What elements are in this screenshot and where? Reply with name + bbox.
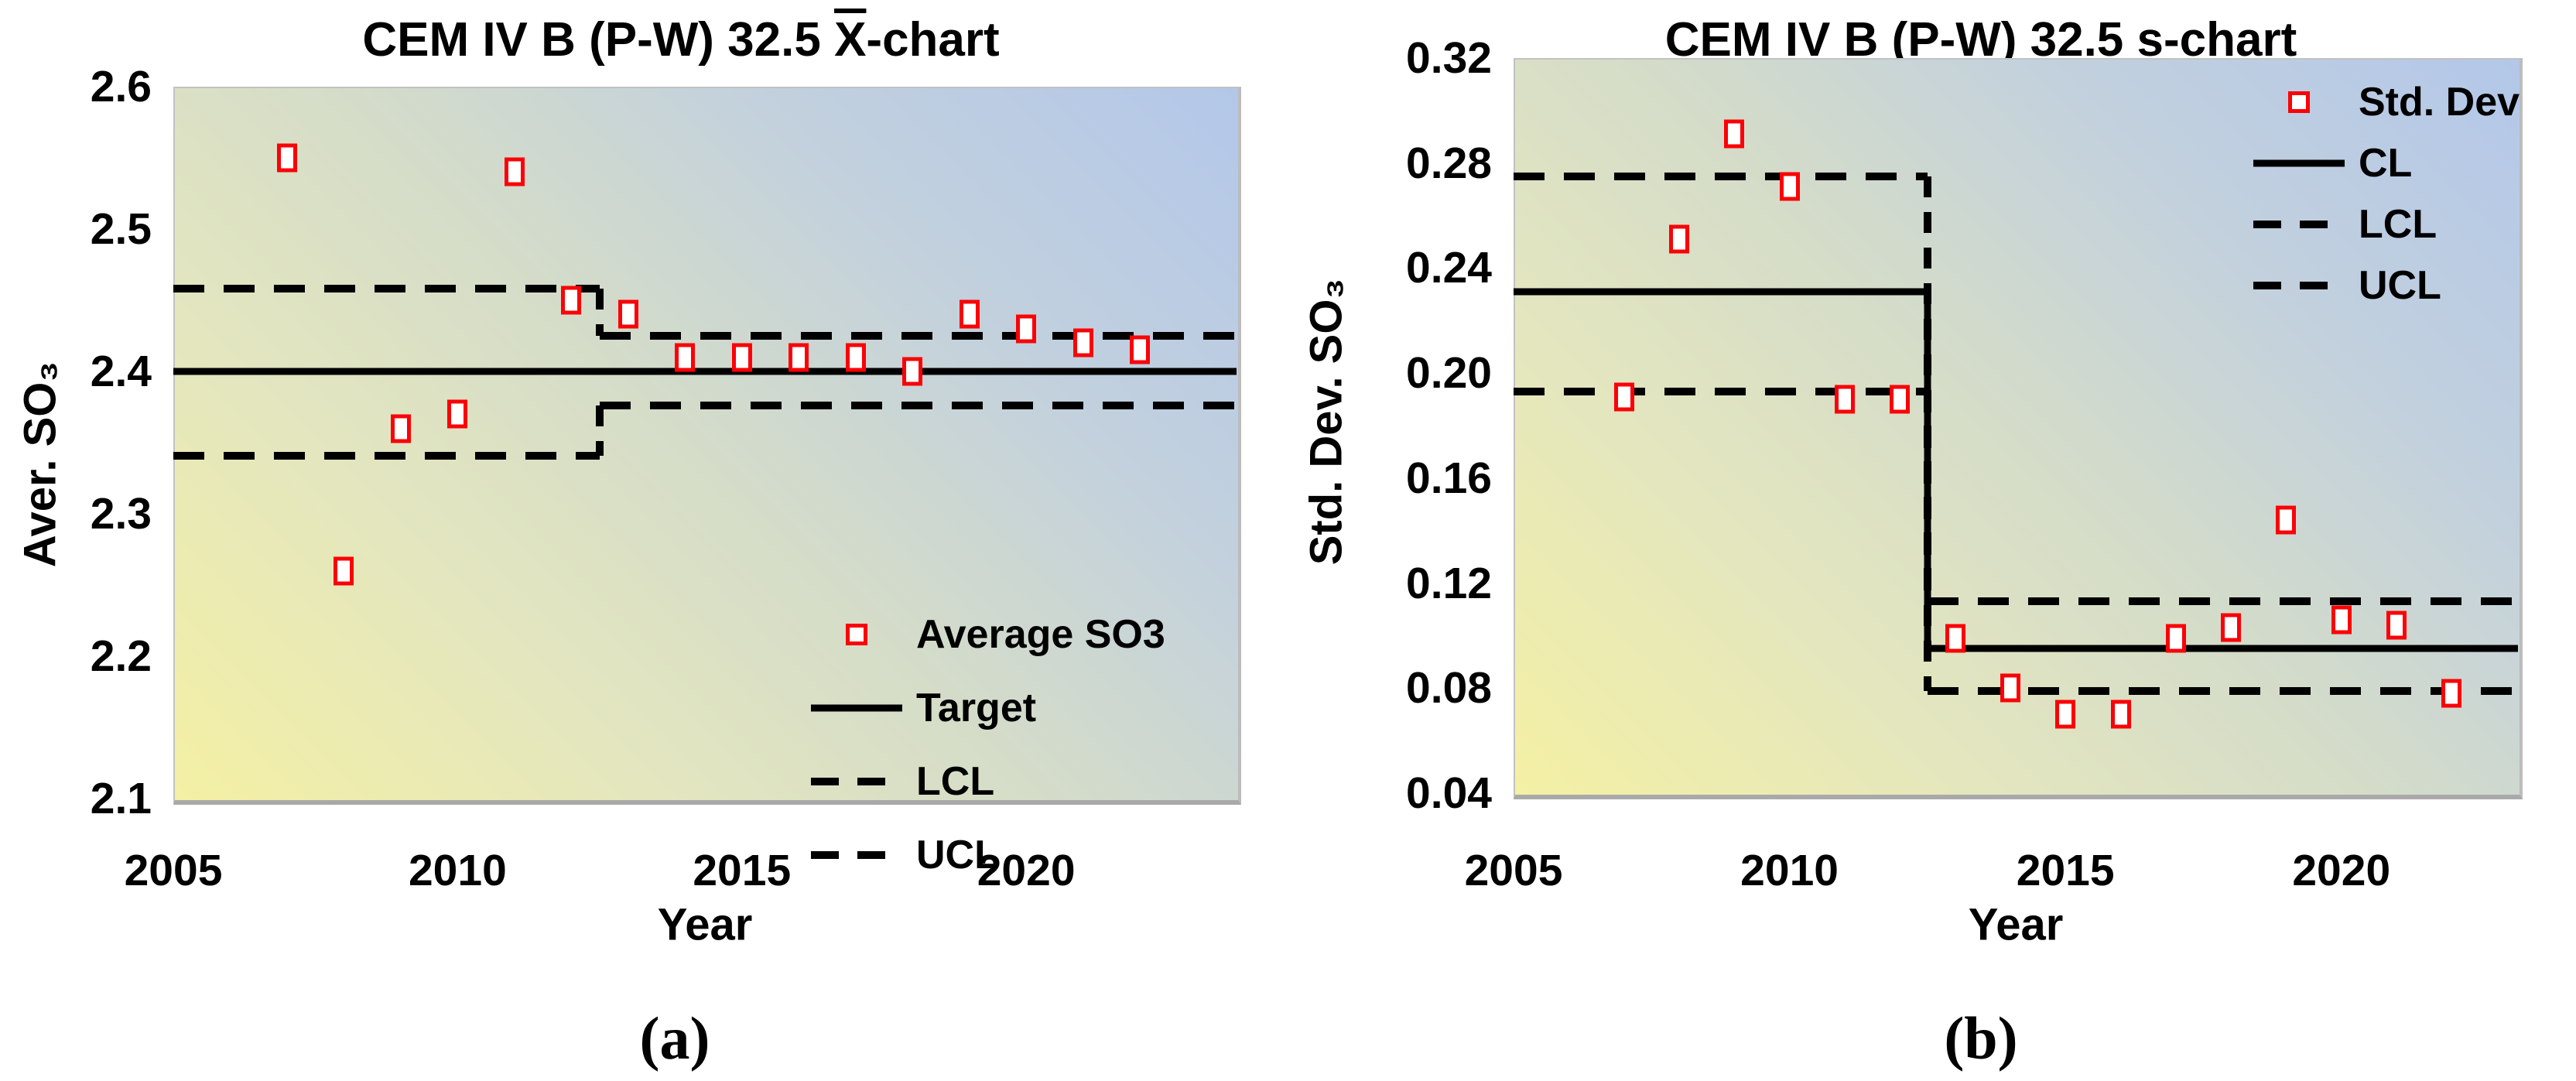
legend-line-swatch [811, 851, 902, 859]
y-tick-label: 0.04 [1406, 768, 1492, 818]
legend-line-swatch [2253, 282, 2345, 289]
y-tick-label: 2.2 [90, 631, 152, 681]
legend-line-swatch [2253, 159, 2345, 167]
chart-xbar-title: CEM IV B (P-W) 32.5 X-chart [362, 12, 999, 67]
y-tick-label: 0.28 [1406, 138, 1492, 188]
x-tick-label: 2015 [693, 846, 792, 895]
data-point-2019 [2276, 505, 2297, 535]
data-point-2021 [1072, 328, 1093, 357]
caption-b: (b) [1944, 1004, 2018, 1072]
x-tick-label: 2005 [124, 846, 223, 895]
y-tick-label: 2.1 [90, 774, 152, 823]
legend-line-swatch [2253, 221, 2345, 228]
chart-xbar-x-axis-title: Year [657, 899, 753, 950]
legend-label-target: Target [916, 686, 1037, 730]
x-tick-label: 2020 [977, 846, 1076, 895]
x-tick-label: 2010 [408, 846, 507, 895]
y-tick-label: 0.08 [1406, 663, 1492, 713]
y-tick-label: 0.24 [1406, 243, 1492, 293]
chart-xbar-title-post: -chart [866, 13, 1000, 67]
data-point-2015 [2055, 700, 2076, 729]
legend-label-average-so3: Average SO3 [916, 612, 1165, 657]
chart-s-title: CEM IV B (P-W) 32.5 s-chart [1664, 13, 2297, 67]
control-line-ucl [600, 332, 1237, 340]
data-point-2014 [675, 343, 696, 372]
y-tick-label: 2.5 [90, 204, 152, 254]
data-point-2018 [902, 357, 923, 386]
data-point-2011 [1834, 385, 1855, 414]
control-line-ucl [1514, 172, 1928, 180]
control-line-lcl [173, 451, 600, 460]
data-point-2020 [2331, 605, 2352, 635]
control-line-lcl [1514, 387, 1928, 395]
control-line-ucl-step [1923, 176, 1931, 602]
data-point-2009 [1724, 119, 1745, 149]
data-point-2021 [2386, 611, 2407, 640]
x-tick-label: 2020 [2292, 846, 2391, 895]
control-line-lcl [1927, 686, 2518, 695]
legend-label-lcl: LCL [2359, 202, 2437, 247]
y-tick-label: 0.16 [1406, 453, 1492, 503]
legend-label-ucl: UCL [916, 833, 999, 877]
data-point-2022 [2441, 679, 2462, 708]
data-point-2016 [2110, 700, 2131, 729]
legend-label-cl: CL [2359, 141, 2413, 186]
control-line-lcl-step [596, 405, 604, 456]
data-point-2013 [617, 299, 638, 329]
y-tick-label: 2.3 [90, 489, 152, 539]
legend-label-lcl: LCL [916, 759, 995, 804]
control-line-target [173, 368, 1237, 375]
data-point-2011 [504, 157, 525, 186]
chart-s-x-axis-title: Year [1968, 899, 2064, 950]
data-point-2007 [276, 143, 297, 173]
data-point-2013 [1945, 624, 1965, 653]
control-line-ucl [1927, 597, 2518, 606]
legend-line-swatch [811, 704, 902, 712]
y-tick-label: 2.4 [90, 347, 152, 396]
data-point-2017 [2165, 624, 2186, 653]
legend-label-ucl: UCL [2359, 263, 2441, 308]
data-point-2022 [1130, 335, 1151, 364]
data-point-2012 [561, 286, 582, 315]
data-point-2017 [845, 343, 866, 372]
control-line-ucl [173, 285, 600, 293]
data-point-2016 [789, 343, 809, 372]
legend-marker-swatch [846, 624, 867, 645]
data-point-2018 [2221, 613, 2242, 642]
control-line-ucl-step [596, 289, 604, 336]
caption-a: (a) [639, 1004, 710, 1072]
data-point-2014 [2000, 673, 2020, 703]
data-point-2012 [1890, 385, 1911, 414]
data-point-2020 [1016, 314, 1037, 344]
data-point-2007 [1613, 382, 1634, 412]
data-point-2009 [390, 414, 411, 443]
legend-line-swatch [811, 778, 902, 785]
y-tick-label: 0.20 [1406, 348, 1492, 399]
y-tick-label: 0.32 [1406, 33, 1492, 83]
y-tick-label: 2.6 [90, 62, 152, 111]
control-line-lcl [600, 402, 1237, 410]
control-line-cl [1514, 288, 1928, 296]
legend-label-std-dev: Std. Dev [2359, 80, 2520, 125]
legend-marker-swatch [2288, 91, 2310, 113]
data-point-2010 [447, 399, 468, 429]
chart-xbar-title-xbar: X [834, 13, 867, 67]
data-point-2010 [1779, 172, 1800, 201]
data-point-2008 [1668, 224, 1689, 254]
chart-s-y-axis-title: Std. Dev. SO₃ [1301, 278, 1352, 566]
data-point-2008 [334, 556, 354, 586]
x-tick-label: 2005 [1464, 846, 1563, 895]
x-tick-label: 2010 [1740, 846, 1839, 895]
chart-xbar-plot-area [173, 87, 1241, 805]
control-line-cl [1927, 645, 2518, 652]
x-tick-label: 2015 [2016, 846, 2115, 895]
data-point-2019 [959, 299, 980, 329]
y-tick-label: 0.12 [1406, 558, 1492, 608]
chart-xbar-title-pre: CEM IV B (P-W) 32.5 [362, 13, 835, 67]
data-point-2015 [731, 343, 752, 372]
